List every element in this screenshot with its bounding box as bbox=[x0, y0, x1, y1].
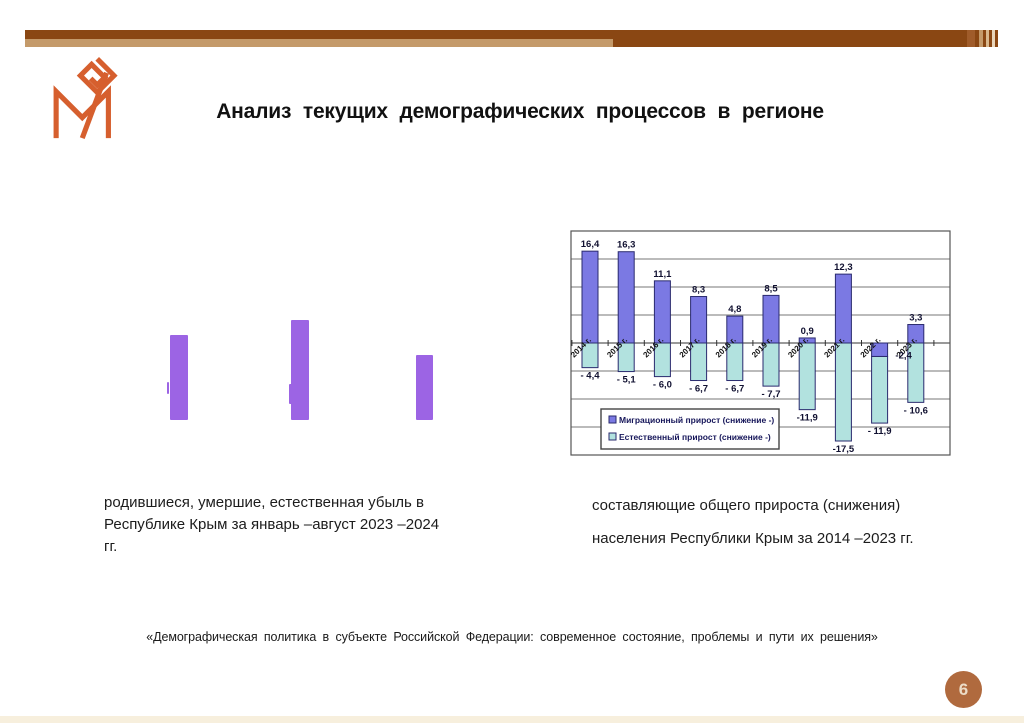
natural-growth-bar bbox=[871, 355, 889, 424]
footer-quote: «Демографическая политика в субъекте Рос… bbox=[146, 630, 878, 644]
header-stripe-decor bbox=[967, 30, 998, 47]
natural-value-label: - 7,7 bbox=[761, 389, 780, 400]
right-caption-line1: составляющие общего прироста (снижения) bbox=[592, 497, 901, 514]
university-logo-icon bbox=[53, 56, 118, 140]
migration-growth-bar bbox=[798, 337, 816, 344]
purple-bar bbox=[170, 335, 188, 420]
purple-bar-sliver bbox=[166, 382, 169, 394]
legend-label-natural: Естественный прирост (снижение -) bbox=[619, 432, 771, 442]
migration-growth-bar bbox=[834, 273, 852, 344]
migration-growth-bar bbox=[762, 294, 780, 344]
left-chart-caption: родившиеся, умершие, естественная убыль … bbox=[104, 492, 456, 558]
migration-value-label: -2,4 bbox=[895, 350, 912, 361]
migration-growth-bar bbox=[690, 296, 708, 344]
bottom-edge-strip bbox=[0, 716, 1024, 723]
legend-swatch-migration bbox=[608, 415, 617, 424]
natural-value-label: - 10,6 bbox=[904, 405, 928, 416]
natural-value-label: - 5,1 bbox=[617, 375, 637, 386]
header-divider-bar bbox=[25, 30, 967, 48]
natural-growth-bar bbox=[834, 342, 852, 442]
purple-bar-sliver bbox=[288, 384, 292, 404]
migration-value-label: 16,3 bbox=[617, 240, 636, 251]
migration-growth-bar bbox=[617, 251, 635, 344]
natural-value-label: - 11,9 bbox=[868, 426, 892, 437]
migration-growth-bar bbox=[726, 315, 744, 344]
legend-box bbox=[600, 408, 780, 450]
natural-value-label: -17,5 bbox=[833, 444, 855, 455]
migration-value-label: 16,4 bbox=[581, 239, 600, 250]
migration-value-label: 4,8 bbox=[728, 304, 741, 315]
population-growth-components-chart: 2014 г. 2015 г. 2016 г. 2017 г. 2018 г. 2019 … bbox=[569, 230, 951, 456]
migration-value-label: 8,5 bbox=[764, 283, 778, 294]
left-caption-line2: Республике Крым за январь –август 2023 –… bbox=[104, 516, 440, 555]
plot-frame bbox=[570, 230, 951, 456]
right-chart-caption: составляющие общего прироста (снижения) … bbox=[592, 489, 952, 555]
natural-growth-bar bbox=[798, 342, 816, 411]
right-caption-line2: населения Республики Крым за 2014 –2023 … bbox=[592, 530, 914, 547]
natural-value-label: - 4,4 bbox=[580, 371, 600, 382]
migration-growth-bar bbox=[871, 342, 889, 357]
migration-value-label: 0,9 bbox=[801, 326, 814, 337]
left-caption-line1: родившиеся, умершие, естественная убыль … bbox=[104, 494, 424, 511]
legend-swatch-natural bbox=[608, 432, 617, 441]
migration-value-label: 8,3 bbox=[692, 285, 705, 296]
purple-bar bbox=[291, 320, 309, 420]
natural-value-label: - 6,0 bbox=[653, 380, 672, 391]
migration-value-label: 11,1 bbox=[653, 269, 672, 280]
legend-label-migration: Миграционный прирост (снижение -) bbox=[619, 415, 774, 425]
slide-title: Анализ текущих демографических процессов… bbox=[216, 100, 824, 123]
page-number-badge: 6 bbox=[945, 671, 982, 708]
migration-growth-bar bbox=[653, 280, 671, 344]
natural-value-label: - 6,7 bbox=[689, 384, 708, 395]
header-tan-bar bbox=[25, 39, 613, 47]
migration-value-label: 3,3 bbox=[909, 313, 922, 324]
migration-growth-bar bbox=[907, 324, 925, 344]
purple-bar bbox=[416, 355, 433, 420]
migration-value-label: 12,3 bbox=[834, 262, 853, 273]
natural-value-label: -11,9 bbox=[797, 413, 818, 424]
natural-value-label: - 6,7 bbox=[725, 384, 744, 395]
migration-growth-bar bbox=[581, 250, 599, 344]
